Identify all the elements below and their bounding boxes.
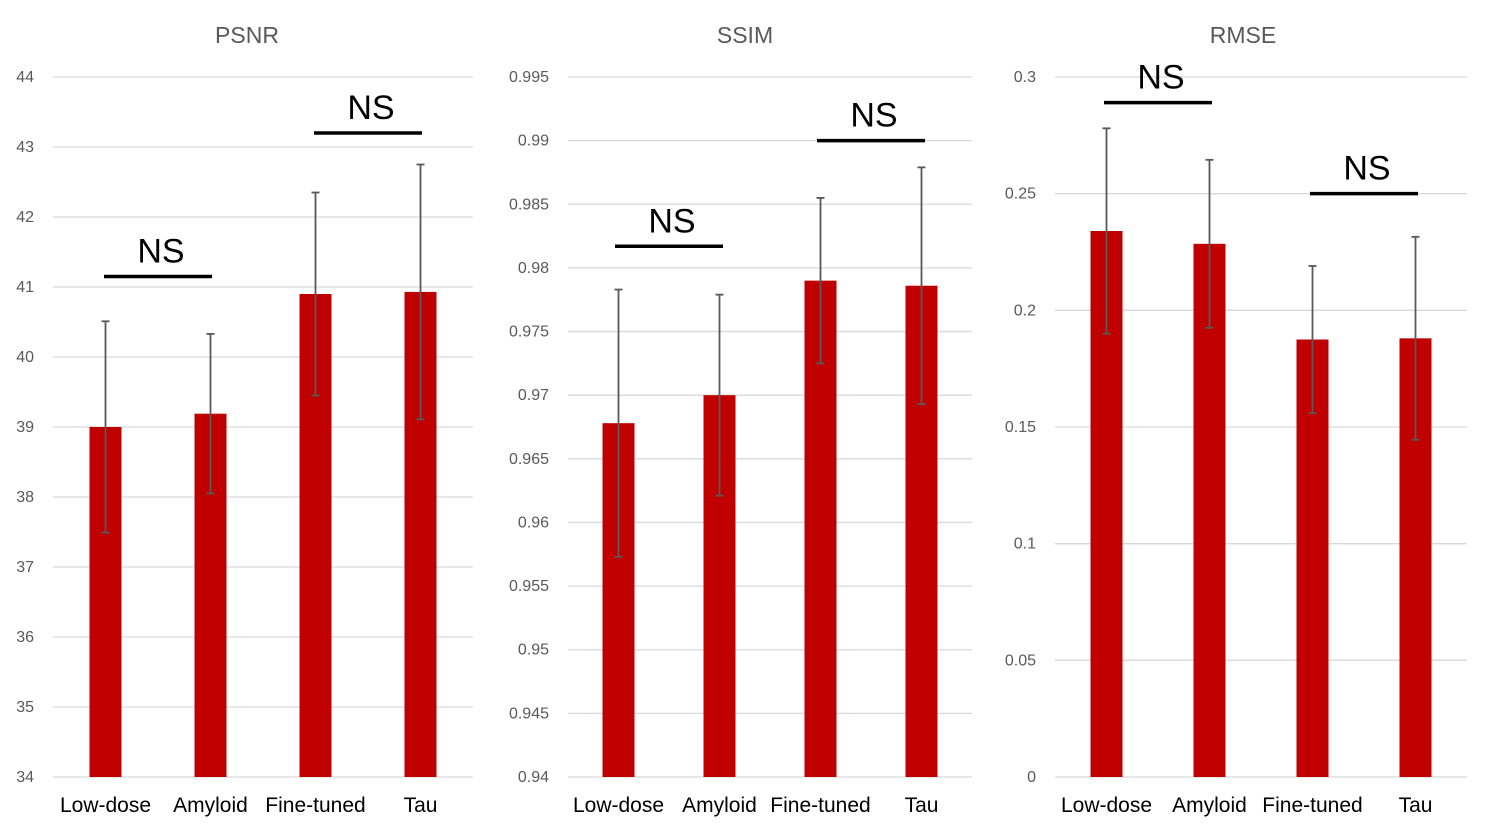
chart-psnr-significance-label: NS [347,89,394,127]
chart-rmse-tick-label: 0.15 [1005,419,1036,436]
chart-ssim-tick-label: 0.955 [509,578,549,595]
chart-psnr-tick-label: 39 [16,419,34,436]
chart-rmse-category-label-low-dose: Low-dose [1061,794,1152,817]
chart-ssim-tick-label: 0.945 [509,705,549,722]
chart-psnr-tick-label: 40 [16,349,34,366]
chart-rmse-category-label-tau: Tau [1399,794,1433,817]
chart-psnr-tick-label: 42 [16,209,34,226]
chart-rmse-tick-label: 0.3 [1014,69,1036,86]
chart-ssim-tick-label: 0.95 [518,642,549,659]
chart-ssim-title: SSIM [717,22,773,48]
chart-ssim-tick-label: 0.98 [518,260,549,277]
chart-rmse-tick-label: 0 [1027,769,1036,786]
chart-psnr-tick-label: 37 [16,559,34,576]
chart-rmse-significance-label: NS [1343,150,1390,188]
chart-psnr-tick-label: 38 [16,489,34,506]
chart-ssim-tick-label: 0.97 [518,387,549,404]
chart-ssim-tick-label: 0.985 [509,196,549,213]
chart-ssim-significance-label: NS [648,202,695,240]
chart-psnr-tick-label: 44 [16,69,34,86]
chart-rmse-title: RMSE [1210,22,1276,48]
chart-ssim-tick-label: 0.99 [518,133,549,150]
chart-psnr-tick-label: 35 [16,699,34,716]
chart-psnr-title: PSNR [215,22,279,48]
chart-ssim-tick-label: 0.965 [509,451,549,468]
chart-ssim-tick-label: 0.975 [509,324,549,341]
chart-ssim-category-label-low-dose: Low-dose [573,794,664,817]
chart-psnr-significance-label: NS [137,233,184,271]
chart-rmse-bar-amyloid [1193,243,1226,778]
chart-psnr-tick-label: 41 [16,279,34,296]
chart-ssim-tick-label: 0.94 [518,769,549,786]
chart-psnr-tick-label: 36 [16,629,34,646]
chart-ssim-significance-label: NS [850,97,897,135]
chart-rmse-tick-label: 0.1 [1014,536,1036,553]
chart-rmse-category-label-amyloid: Amyloid [1172,794,1247,817]
chart-psnr-category-label-fine-tuned: Fine-tuned [265,794,365,817]
chart-psnr-tick-label: 43 [16,139,34,156]
chart-ssim-tick-label: 0.96 [518,514,549,531]
chart-psnr-category-label-amyloid: Amyloid [173,794,248,817]
chart-psnr-tick-label: 34 [16,769,34,786]
chart-psnr-category-label-tau: Tau [404,794,438,817]
chart-rmse-tick-label: 0.25 [1005,186,1036,203]
chart-ssim-category-label-amyloid: Amyloid [682,794,757,817]
chart-rmse-category-label-fine-tuned: Fine-tuned [1262,794,1362,817]
chart-rmse-tick-label: 0.2 [1014,302,1036,319]
chart-psnr-category-label-low-dose: Low-dose [60,794,151,817]
chart-rmse-tick-label: 0.05 [1005,652,1036,669]
chart-ssim-category-label-fine-tuned: Fine-tuned [770,794,870,817]
chart-ssim-category-label-tau: Tau [905,794,939,817]
chart-ssim-tick-label: 0.995 [509,69,549,86]
chart-rmse-significance-label: NS [1137,59,1184,97]
